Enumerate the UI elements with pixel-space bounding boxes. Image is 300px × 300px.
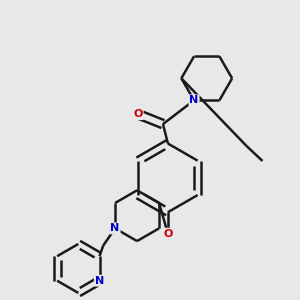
- Text: N: N: [189, 95, 199, 105]
- Text: O: O: [163, 229, 172, 238]
- Text: N: N: [95, 276, 104, 286]
- Text: O: O: [134, 109, 143, 119]
- Text: N: N: [110, 224, 120, 233]
